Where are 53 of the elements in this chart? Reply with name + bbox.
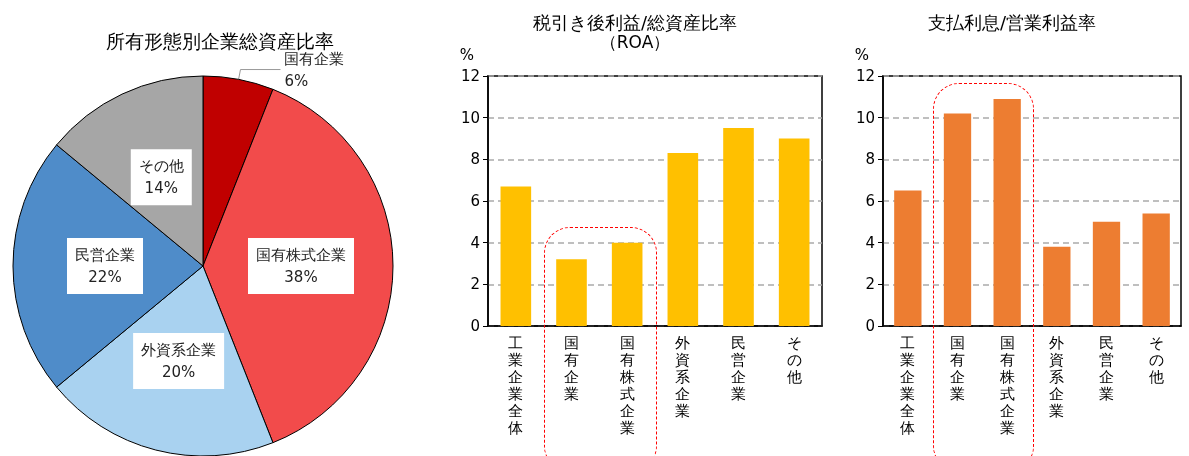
data-label: 20%	[161, 362, 196, 381]
y-tick-label: 10	[855, 108, 875, 127]
slice-label: 国有企業	[284, 49, 345, 68]
x-tick-label: 外資系企業	[1049, 333, 1065, 420]
slice-label: その他	[138, 157, 184, 176]
bar	[556, 259, 587, 326]
y-tick-label: 4	[865, 233, 875, 252]
y-tick-label: 6	[865, 192, 875, 210]
data-label: 38%	[284, 268, 318, 286]
y-tick-label: 2	[865, 275, 875, 294]
chart-title: 支払利息/営業利益率	[927, 11, 1097, 33]
bar	[611, 242, 643, 326]
y-tick-label: 2	[470, 275, 480, 294]
y-tick-label: 4	[470, 233, 480, 252]
y-tick-label: 8	[470, 150, 480, 169]
y-tick-label: 0	[470, 317, 480, 335]
x-tick-label: 民営企業	[1099, 333, 1114, 403]
bar	[1043, 246, 1071, 326]
data-label: 14%	[144, 179, 178, 198]
bar	[778, 138, 810, 326]
slice-label: 国有株式企業	[256, 246, 346, 264]
y-tick-label: 8	[865, 150, 875, 169]
bar	[1142, 213, 1170, 326]
x-tick-label: その他	[1148, 333, 1164, 386]
bar	[894, 190, 922, 326]
x-tick-label: 工業企業全体	[900, 333, 916, 437]
x-tick-label: 国有企業	[564, 333, 579, 403]
x-tick-label: 国有株式企業	[998, 333, 1015, 437]
y-tick-label: 0	[865, 317, 875, 335]
y-tick-label: 6	[470, 192, 480, 210]
chart-title: 税引き後利益/総資産比率	[532, 11, 738, 33]
bar	[943, 113, 972, 326]
x-tick-label: 国有企業	[950, 333, 965, 403]
data-label: 22%	[88, 268, 122, 286]
x-tick-label: 民営企業	[731, 333, 746, 403]
bar	[723, 128, 754, 326]
x-tick-label: 外資系企業	[675, 333, 691, 420]
bar	[1092, 221, 1121, 326]
bar	[993, 98, 1021, 326]
y-tick-label: 10	[460, 108, 480, 127]
x-tick-label: その他	[786, 333, 802, 386]
y-axis-title: %	[854, 45, 869, 64]
bar	[667, 153, 699, 326]
y-tick-label: 12	[855, 67, 875, 85]
x-tick-label: 工業企業全体	[508, 333, 524, 437]
data-label: 6%	[284, 71, 309, 90]
y-axis-title: %	[459, 45, 474, 64]
x-tick-label: 国有株式企業	[618, 333, 635, 437]
slice-label: 民営企業	[75, 246, 135, 264]
bar	[500, 186, 532, 326]
chart-subtitle: （ROA）	[599, 31, 671, 52]
y-tick-label: 12	[460, 67, 480, 85]
chart-title: 所有形態別企業総資産比率	[106, 29, 334, 52]
